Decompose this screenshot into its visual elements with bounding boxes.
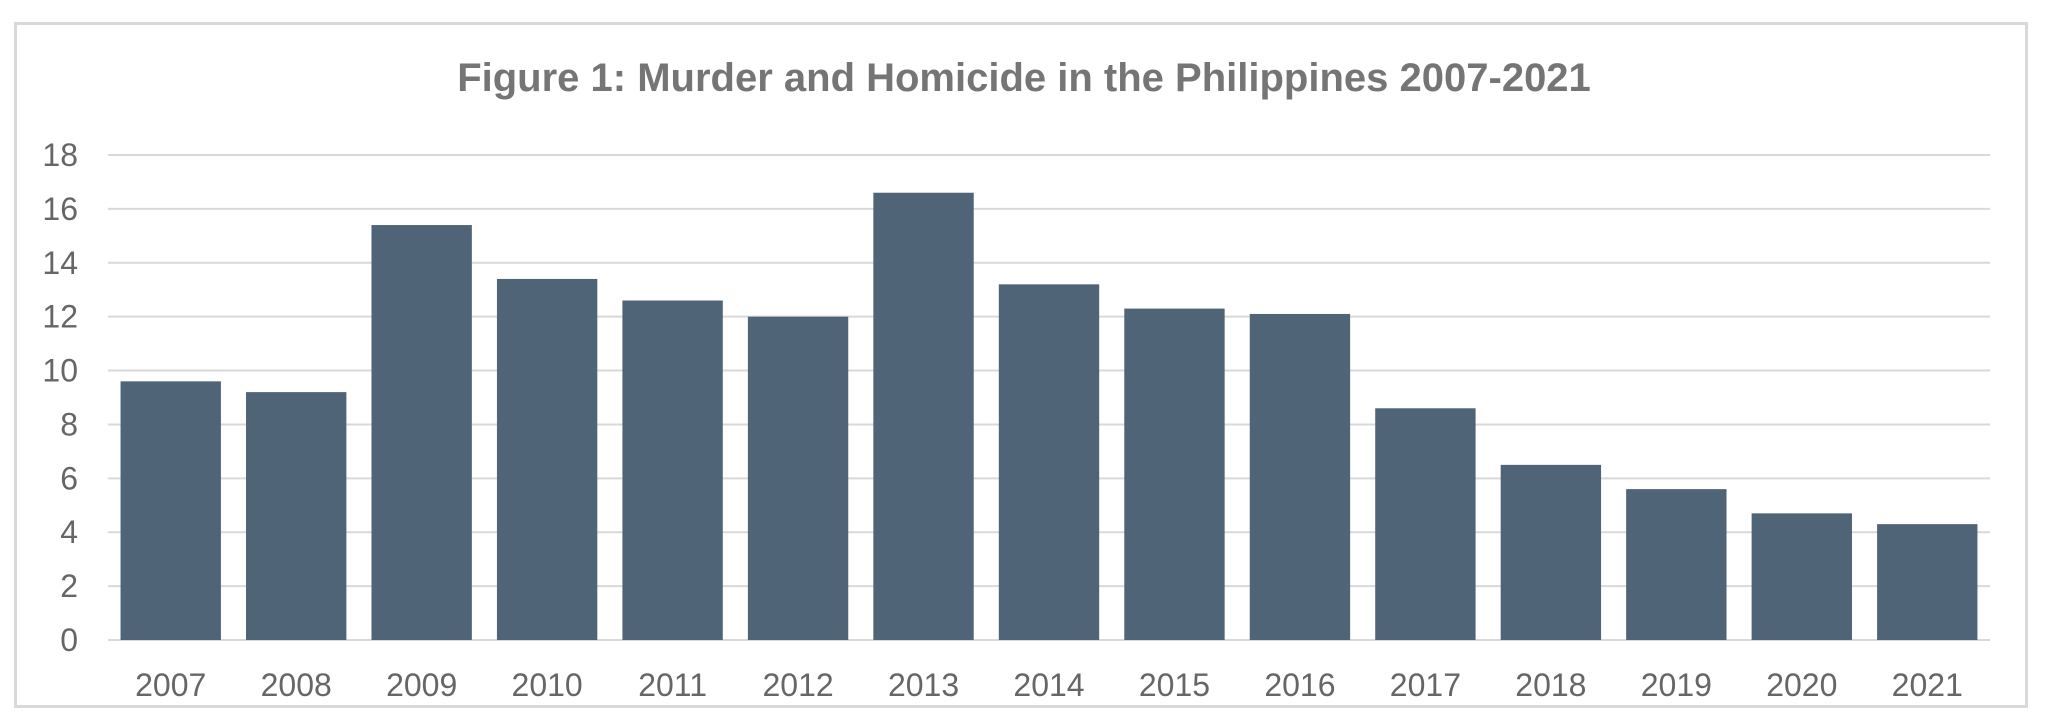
y-tick-label: 0 bbox=[60, 622, 78, 658]
bar-2013 bbox=[873, 192, 974, 640]
bar-2012 bbox=[747, 316, 849, 640]
x-tick-label: 2009 bbox=[386, 667, 457, 703]
bar-2019 bbox=[1626, 489, 1727, 640]
bar-2018 bbox=[1500, 464, 1602, 640]
bars bbox=[120, 192, 1978, 641]
bar-2021 bbox=[1877, 524, 1978, 640]
x-tick-label: 2020 bbox=[1766, 667, 1837, 703]
bar-2009 bbox=[371, 225, 472, 641]
y-tick-label: 6 bbox=[60, 460, 78, 496]
y-tick-label: 2 bbox=[60, 568, 78, 604]
x-tick-label: 2010 bbox=[512, 667, 583, 703]
bar-2008 bbox=[246, 392, 347, 640]
x-tick-label: 2008 bbox=[261, 667, 332, 703]
x-tick-label: 2011 bbox=[638, 667, 707, 703]
y-tick-label: 18 bbox=[42, 137, 78, 173]
x-axis-tick-labels: 2007 2008 2009 2010 2011 2012 2013 2014 2015 2016… bbox=[135, 667, 1963, 703]
y-tick-label: 14 bbox=[42, 245, 78, 281]
y-tick-label: 4 bbox=[60, 514, 78, 550]
bar-2014 bbox=[998, 284, 1100, 640]
x-tick-label: 2015 bbox=[1139, 667, 1210, 703]
bar-2017 bbox=[1375, 408, 1476, 640]
x-tick-label: 2013 bbox=[888, 667, 959, 703]
x-tick-label: 2014 bbox=[1013, 667, 1084, 703]
y-tick-label: 12 bbox=[42, 299, 78, 335]
x-tick-label: 2019 bbox=[1641, 667, 1712, 703]
x-tick-label: 2021 bbox=[1892, 667, 1963, 703]
x-tick-label: 2018 bbox=[1515, 667, 1586, 703]
chart-title: Figure 1: Murder and Homicide in the Phi… bbox=[457, 56, 1591, 100]
x-tick-label: 2012 bbox=[762, 667, 833, 703]
x-tick-label: 2007 bbox=[135, 667, 206, 703]
bar-2016 bbox=[1249, 313, 1351, 640]
bar-2011 bbox=[622, 300, 723, 640]
y-tick-label: 8 bbox=[60, 406, 78, 442]
bar-2007 bbox=[120, 381, 221, 640]
bar-2010 bbox=[496, 278, 598, 640]
y-axis-tick-labels: 0 2 4 6 8 10 12 14 16 18 bbox=[42, 137, 78, 658]
y-tick-label: 16 bbox=[42, 191, 78, 227]
x-tick-label: 2017 bbox=[1390, 667, 1461, 703]
bar-2020 bbox=[1751, 513, 1852, 640]
bar-2015 bbox=[1124, 308, 1225, 640]
x-tick-label: 2016 bbox=[1264, 667, 1335, 703]
y-tick-label: 10 bbox=[42, 353, 78, 389]
